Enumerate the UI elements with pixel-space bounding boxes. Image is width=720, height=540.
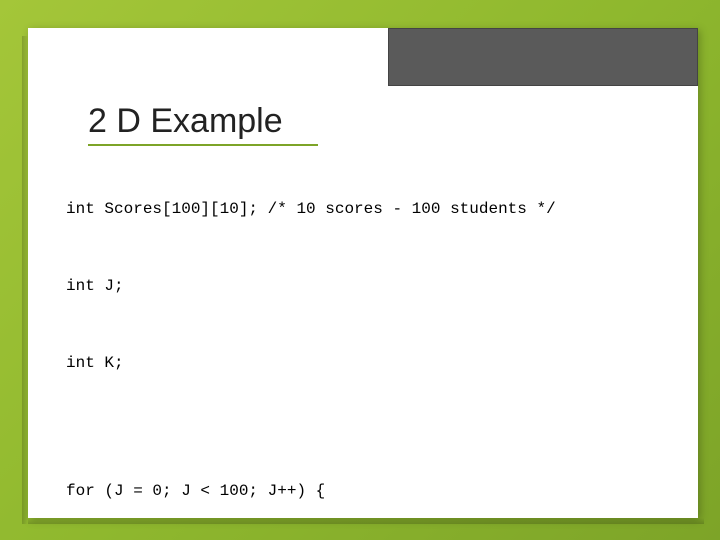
- card-shadow-bottom: [28, 518, 704, 524]
- code-block: int Scores[100][10]; /* 10 scores - 100 …: [66, 146, 678, 540]
- code-line: int J;: [66, 274, 678, 300]
- header-bar: [388, 28, 698, 86]
- code-line: for (J = 0; J < 100; J++) {: [66, 479, 678, 505]
- code-line: int K;: [66, 351, 678, 377]
- slide-card: 2 D Example int Scores[100][10]; /* 10 s…: [28, 28, 698, 518]
- code-line: int Scores[100][10]; /* 10 scores - 100 …: [66, 197, 678, 223]
- slide-title: 2 D Example: [88, 102, 283, 141]
